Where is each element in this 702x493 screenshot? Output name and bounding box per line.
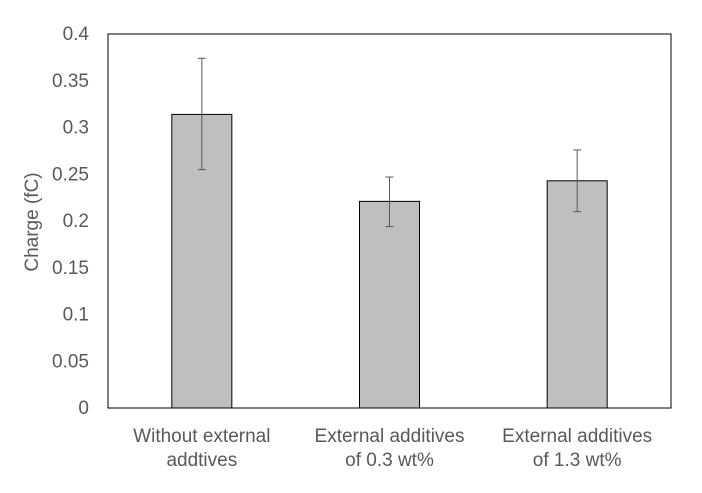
x-category-label: addtives (166, 450, 237, 471)
x-category-label: External additives (315, 426, 465, 447)
x-category-label: Without external (133, 426, 270, 447)
y-tick-label: 0.1 (63, 305, 89, 326)
x-axis-category-labels: Without external addtives External additiv… (133, 426, 652, 471)
y-tick-label: 0.05 (52, 351, 89, 372)
bar (546, 180, 608, 409)
x-category-label: of 0.3 wt% (345, 450, 434, 471)
error-bar (573, 149, 582, 213)
error-bars (197, 57, 582, 228)
y-tick-label: 0.4 (63, 24, 90, 45)
error-bar (385, 176, 394, 228)
y-tick-label: 0.35 (52, 71, 89, 92)
y-tick-label: 0.25 (52, 164, 89, 185)
bar (359, 200, 420, 409)
x-category-label: of 1.3 wt% (533, 450, 622, 471)
plot-frame (107, 33, 672, 409)
y-axis-ticks: 0 0.05 0.1 0.15 0.2 0.25 0.3 0.35 0.4 (52, 24, 89, 419)
y-tick-label: 0.3 (63, 118, 89, 139)
y-tick-label: 0.15 (52, 258, 89, 279)
y-axis-title: Charge (fC) (22, 172, 43, 271)
x-category-label: External additives (502, 426, 652, 447)
bars (171, 113, 608, 409)
y-tick-label: 0.2 (63, 211, 89, 232)
y-tick-label: 0 (78, 398, 89, 419)
error-bar (197, 57, 206, 171)
